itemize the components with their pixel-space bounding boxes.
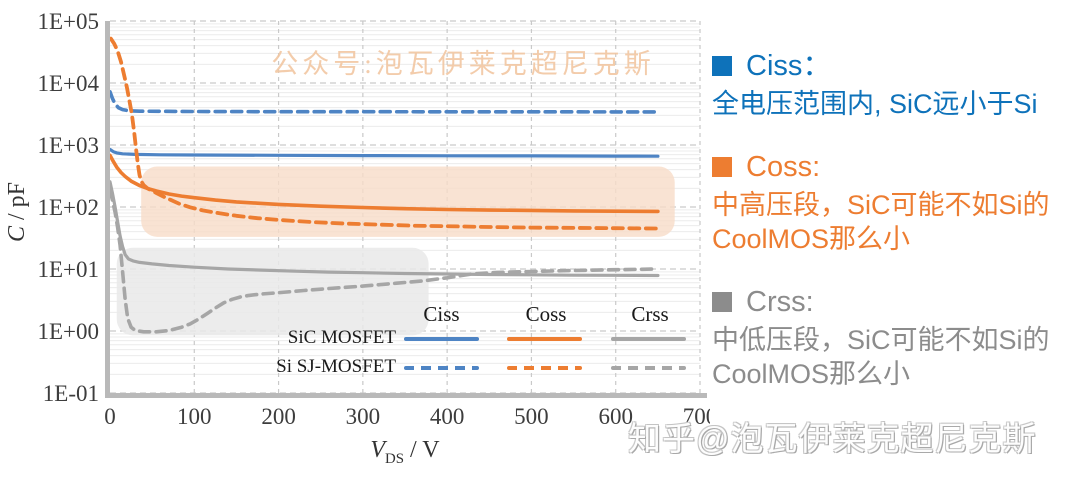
svg-text:1E+05: 1E+05 xyxy=(37,9,99,34)
svg-text:1E+02: 1E+02 xyxy=(37,195,99,220)
legend-sample-crss-solid xyxy=(611,337,686,341)
orange-square-icon xyxy=(712,157,732,177)
wechat-watermark: 公众号:泡瓦伊莱克超尼克斯 xyxy=(271,49,655,79)
annotation-crss-title: Crss: xyxy=(746,286,814,318)
svg-text:100: 100 xyxy=(177,404,212,429)
annotation-crss-body: 中低压段，SiC可能不如Si的CoolMOS那么小 xyxy=(712,325,1050,389)
svg-text:1E-01: 1E-01 xyxy=(43,381,99,406)
legend-sample-crss-dashed xyxy=(611,366,686,370)
y-axis-symbol: C xyxy=(4,226,30,243)
gray-square-icon xyxy=(712,292,732,312)
annotation-coss: Coss: 中高压段，SiC可能不如Si的CoolMOS那么小 xyxy=(712,151,1078,256)
x-axis-unit: / V xyxy=(404,437,440,463)
legend-sample-coss-solid xyxy=(507,337,582,341)
legend-sample-ciss-dashed xyxy=(404,366,479,370)
y-axis-unit: / pF xyxy=(4,181,30,226)
legend-header-crss: Crss xyxy=(631,302,669,326)
svg-text:500: 500 xyxy=(514,404,549,429)
x-axis-symbol: V xyxy=(370,437,386,463)
svg-text:1E+01: 1E+01 xyxy=(37,257,99,282)
blue-square-icon xyxy=(712,56,732,76)
capacitance-chart: 1E+05 1E+04 1E+03 1E+02 1E+01 1E+00 1E-01 0 100 2… xyxy=(4,9,710,468)
annotation-ciss-title: Ciss： xyxy=(746,50,832,82)
svg-text:1E+00: 1E+00 xyxy=(37,319,99,344)
svg-text:700: 700 xyxy=(683,404,710,429)
legend-row-sic-mosfet: SiC MOSFET xyxy=(287,327,396,348)
annotation-ciss: Ciss： 全电压范围内, SiC远小于Si xyxy=(712,50,1078,121)
svg-text:0: 0 xyxy=(104,404,116,429)
svg-text:300: 300 xyxy=(346,404,381,429)
annotation-coss-title-row: Coss: xyxy=(712,151,1078,183)
annotation-coss-title: Coss: xyxy=(746,151,821,183)
legend-sample-ciss-solid xyxy=(404,337,479,341)
annotation-ciss-title-row: Ciss： xyxy=(712,50,1078,82)
annotation-panel: Ciss： 全电压范围内, SiC远小于Si Coss: 中高压段，SiC可能不… xyxy=(712,0,1078,478)
svg-text:600: 600 xyxy=(598,404,633,429)
x-axis-subscript: DS xyxy=(385,450,405,467)
legend-header-ciss: Ciss xyxy=(423,302,460,326)
annotation-crss-title-row: Crss: xyxy=(712,286,1078,318)
svg-text:1E+04: 1E+04 xyxy=(37,71,99,96)
plot-svg: 1E+05 1E+04 1E+03 1E+02 1E+01 1E+00 1E-010 100 2… xyxy=(37,9,710,429)
legend-sample-coss-dashed xyxy=(507,366,582,370)
annotation-ciss-body: 全电压范围内, SiC远小于Si xyxy=(712,89,1038,119)
annotation-coss-body: 中高压段，SiC可能不如Si的CoolMOS那么小 xyxy=(712,190,1050,254)
x-axis-title: VDS / V xyxy=(295,437,515,468)
legend-row-si-sj-mosfet: Si SJ-MOSFET xyxy=(276,356,396,377)
legend-header-coss: Coss xyxy=(525,302,567,326)
svg-text:400: 400 xyxy=(430,404,465,429)
y-axis-title: C / pF xyxy=(4,157,32,267)
annotation-crss: Crss: 中低压段，SiC可能不如Si的CoolMOS那么小 xyxy=(712,286,1078,391)
zhihu-watermark: 知乎@泡瓦伊莱克超尼克斯 xyxy=(628,420,1037,457)
svg-text:1E+03: 1E+03 xyxy=(37,133,99,158)
svg-text:200: 200 xyxy=(261,404,296,429)
